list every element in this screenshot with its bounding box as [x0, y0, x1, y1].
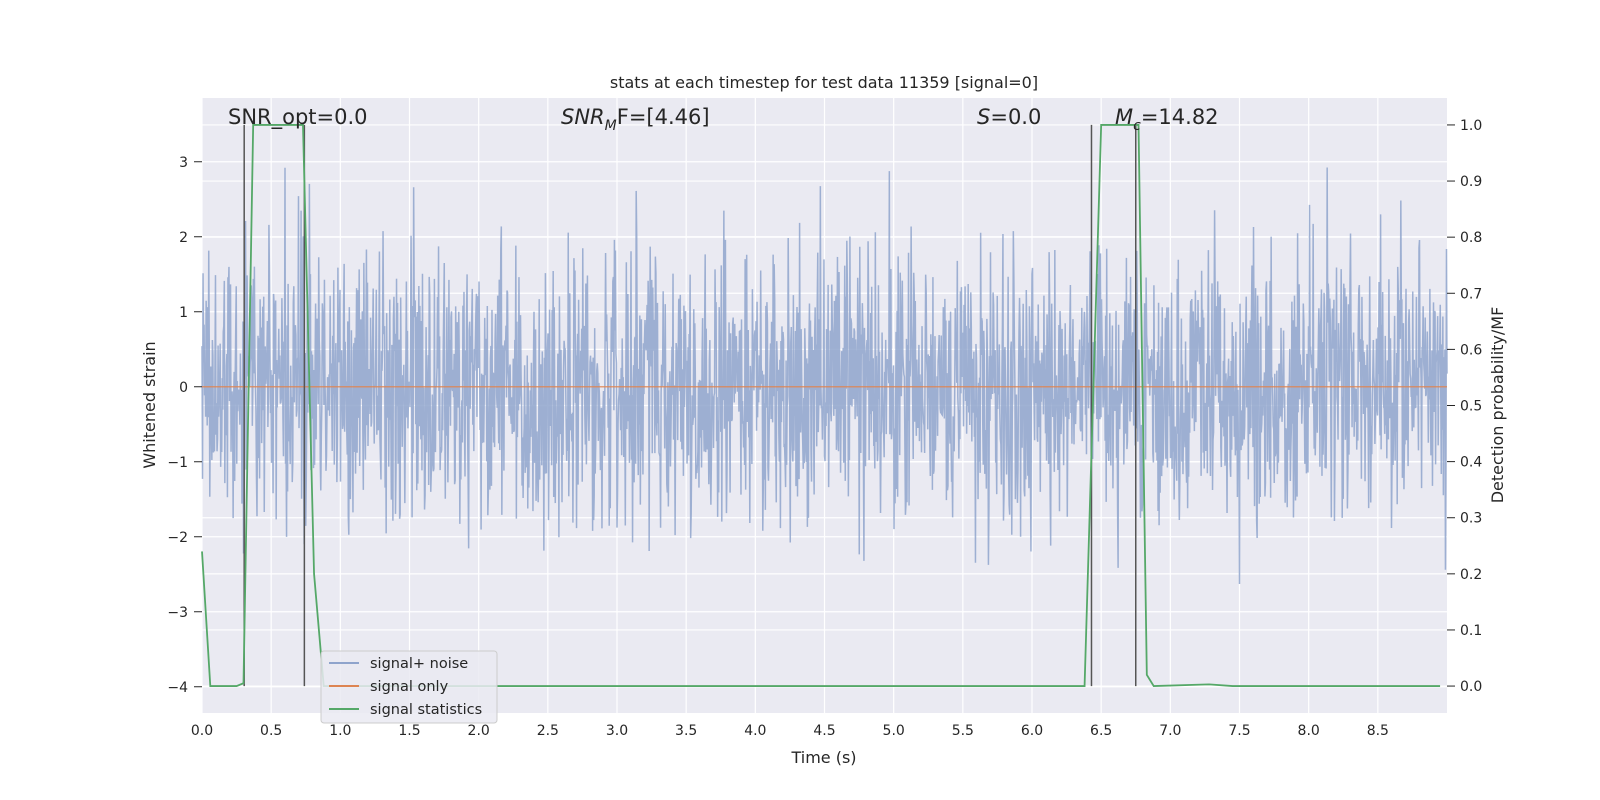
x-tick-label: 0.0 [191, 723, 213, 739]
annotation-mc-sub: c [1133, 118, 1141, 134]
y-left-tick-label: −4 [167, 680, 188, 696]
annotation-mc: Mc=14.82 [1115, 105, 1219, 134]
y-left-tick-label: −1 [167, 455, 188, 471]
legend-box [320, 650, 498, 724]
x-tick-label: 4.0 [744, 723, 766, 739]
y-right-tick-label: 0.4 [1460, 455, 1482, 471]
y-left-tick-label: 0 [179, 380, 188, 396]
x-tick-label: 7.0 [1159, 723, 1181, 739]
x-tick-label: 1.0 [329, 723, 351, 739]
annotation-s: S=0.0 [977, 105, 1041, 129]
x-tick-label: 8.0 [1298, 723, 1320, 739]
y-right-tick-label: 0.1 [1460, 623, 1482, 639]
x-tick-label: 1.5 [398, 723, 420, 739]
x-tick-label: 7.5 [1228, 723, 1250, 739]
y-left-tick-label: 1 [179, 305, 188, 321]
chart-title: stats at each timestep for test data 113… [610, 73, 1038, 92]
y-left-tick-label: 3 [179, 155, 188, 171]
annotation-mc-main: M [1115, 105, 1133, 129]
x-tick-label: 6.5 [1090, 723, 1112, 739]
y-right-tick-label: 1.0 [1460, 118, 1482, 134]
annotation-mc-rest: =14.82 [1141, 105, 1219, 129]
annotation-s-rest: =0.0 [990, 105, 1041, 129]
x-axis-ticks: 0.0 0.5 1.0 1.5 2.0 2.5 3.0 3.5 4.0 4.5 5.0 5.5 6.0 6… [191, 723, 1389, 739]
legend-label-signal-only: signal only [370, 679, 449, 695]
x-tick-label: 5.5 [952, 723, 974, 739]
y-right-tick-label: 0.3 [1460, 511, 1482, 527]
x-tick-label: 3.0 [606, 723, 628, 739]
x-tick-label: 8.5 [1367, 723, 1389, 739]
legend: signal+ noise signal only signal statist… [320, 650, 498, 724]
y-right-tick-label: 0.7 [1460, 286, 1482, 302]
annotation-snr-mf: SNRMF=[4.46] [561, 105, 710, 134]
signal-statistics-series [201, 124, 1441, 687]
signal-noise-series [201, 167, 1448, 584]
x-axis-label: Time (s) [790, 748, 856, 767]
annotation-snr-mf-rest: F=[4.46] [617, 105, 710, 129]
legend-label-signal-statistics: signal statistics [370, 702, 482, 718]
y-right-axis-label: Detection probability/MF [1488, 307, 1507, 504]
y-left-axis-ticks: 3 2 1 0 −1 −2 −3 −4 [167, 155, 202, 696]
annotation-snr-opt: SNR_opt=0.0 [228, 105, 368, 130]
annotation-snr-mf-sub: M [605, 118, 617, 134]
x-tick-label: 2.0 [468, 723, 490, 739]
x-tick-label: 6.0 [1021, 723, 1043, 739]
y-right-tick-label: 0.5 [1460, 399, 1482, 415]
y-left-tick-label: −2 [167, 530, 188, 546]
y-right-tick-label: 0.9 [1460, 174, 1482, 190]
signal-noise-line [201, 167, 1448, 584]
x-tick-label: 4.5 [813, 723, 835, 739]
signal-statistics-line [201, 124, 1441, 687]
y-right-axis-ticks: 1.0 0.9 0.8 0.7 0.6 0.5 0.4 0.3 0.2 0.1 0.0 [1447, 118, 1482, 695]
legend-label-signal-noise: signal+ noise [370, 656, 468, 672]
y-left-tick-label: 2 [179, 230, 188, 246]
y-right-tick-label: 0.2 [1460, 567, 1482, 583]
y-right-tick-label: 0.8 [1460, 230, 1482, 246]
y-left-tick-label: −3 [167, 605, 188, 621]
x-tick-label: 3.5 [675, 723, 697, 739]
annotation-s-main: S [977, 105, 990, 129]
x-tick-label: 5.0 [883, 723, 905, 739]
x-tick-label: 2.5 [537, 723, 559, 739]
x-tick-label: 0.5 [260, 723, 282, 739]
y-right-tick-label: 0.0 [1460, 679, 1482, 695]
y-right-tick-label: 0.6 [1460, 342, 1482, 358]
annotation-snr-mf-main: SNR [561, 105, 605, 129]
y-left-axis-label: Whitened strain [140, 341, 159, 468]
